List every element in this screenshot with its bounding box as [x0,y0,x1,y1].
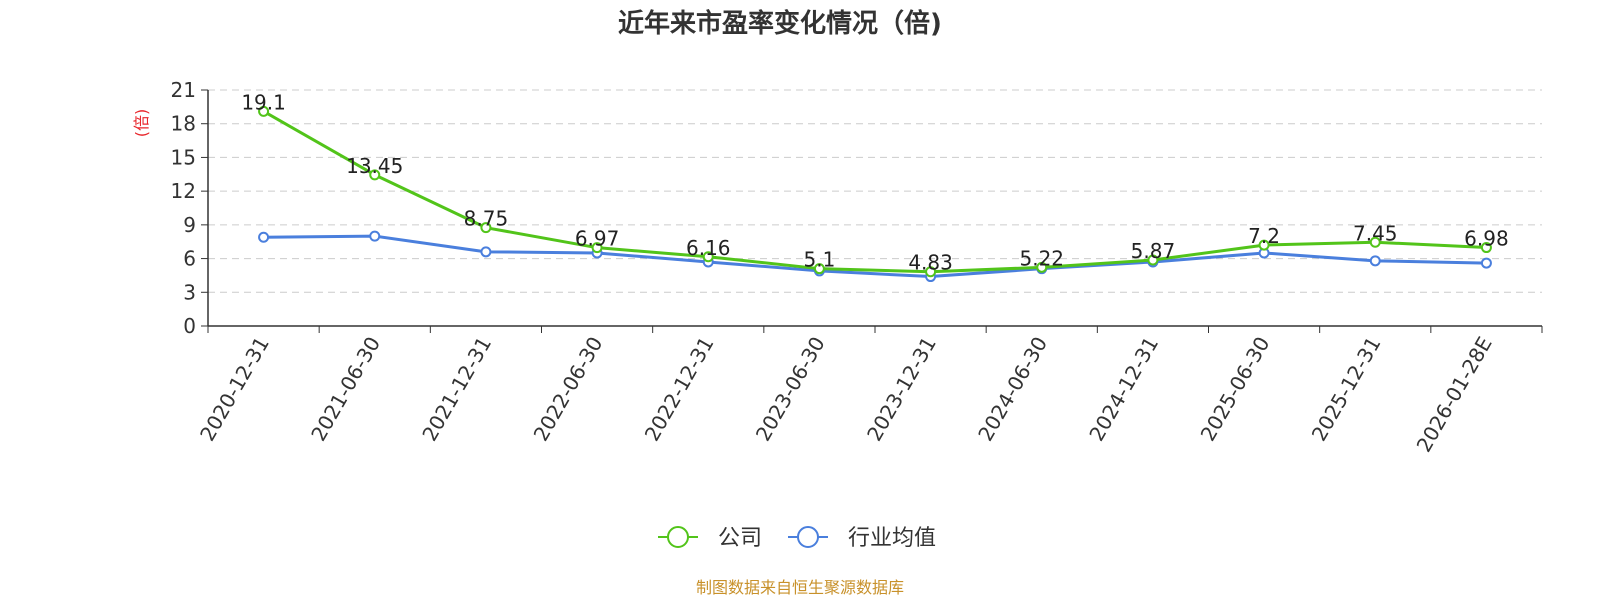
x-tick-label: 2025-06-30 [1196,333,1275,446]
x-tick-label: 2022-12-31 [640,333,719,446]
legend-item-industry[interactable]: 行业均值 [788,526,936,551]
y-tick-label: 18 [171,112,196,136]
y-tick-label: 0 [183,314,196,338]
legend-company-marker [667,526,689,548]
company-point[interactable] [1036,261,1048,273]
y-axis-unit-label: (倍) [132,109,151,138]
company-data-label: 6.98 [1464,227,1509,251]
legend-industry-label: 行业均值 [848,526,936,551]
data-source-note: 制图数据来自恒生聚源数据库 [696,578,904,597]
x-tick-label: 2026-01-28E [1412,333,1497,457]
company-series-line [262,110,1487,274]
x-tick-label: 2021-06-30 [306,333,385,446]
x-tick-label: 2024-12-31 [1084,333,1163,446]
y-tick-label: 3 [183,280,196,304]
y-tick-label: 9 [183,213,196,237]
company-point[interactable] [480,222,492,234]
company-data-label: 6.97 [575,227,620,251]
legend-industry-marker [797,526,819,548]
y-tick-label: 12 [171,179,196,203]
company-data-label: 5.22 [1019,246,1064,270]
x-tick-label: 2022-06-30 [529,333,608,446]
company-data-label: 19.1 [241,90,286,114]
company-point[interactable] [591,242,603,254]
company-data-label: 7.2 [1248,224,1280,248]
axes: 0 3 6 9 12 15 18 21 2020-12-31 2021-06-30 2021-12-… [171,78,1543,457]
x-tick-label: 2024-06-30 [973,333,1052,446]
company-data-label: 4.83 [908,251,953,275]
series-lines [258,105,1492,283]
company-point[interactable] [813,263,825,275]
industry-point[interactable] [1369,255,1381,267]
company-point[interactable] [1258,239,1270,251]
company-point[interactable] [702,251,714,263]
y-tick-label: 21 [171,78,196,102]
x-tick-label: 2021-12-31 [417,332,496,445]
company-point[interactable] [1369,236,1381,248]
company-point[interactable] [925,266,937,278]
company-data-label: 7.45 [1353,221,1398,245]
x-tick-label: 2020-12-31 [195,333,274,446]
company-data-label: 13.45 [346,154,403,178]
company-data-label: 5.1 [804,248,836,272]
company-point[interactable] [1147,254,1159,266]
grid-lines [208,89,1542,293]
legend-item-company[interactable]: 公司 [658,526,762,551]
industry-point[interactable] [258,231,270,243]
industry-point[interactable] [1480,257,1492,269]
industry-point[interactable] [480,246,492,258]
company-data-label: 6.16 [686,236,731,260]
company-point[interactable] [1480,242,1492,254]
x-tick-label: 2023-06-30 [751,333,830,446]
industry-series-line [263,234,1487,279]
y-tick-label: 6 [183,247,196,271]
legend: 公司 行业均值 [658,526,936,551]
company-data-label: 5.87 [1131,239,1176,263]
chart-title: 近年来市盈率变化情况（倍) [618,8,942,39]
company-data-label: 8.75 [464,207,509,231]
company-point[interactable] [258,105,270,117]
company-point[interactable] [369,169,381,181]
legend-company-label: 公司 [718,526,762,551]
data-labels: 19.1 13.45 8.75 6.97 6.16 5.1 4.83 5.22 5.87 7.2 7… [241,90,1508,274]
x-tick-label: 2025-12-31 [1307,333,1386,446]
x-tick-label: 2023-12-31 [862,332,941,445]
y-tick-label: 15 [171,145,196,169]
industry-point[interactable] [369,230,381,242]
